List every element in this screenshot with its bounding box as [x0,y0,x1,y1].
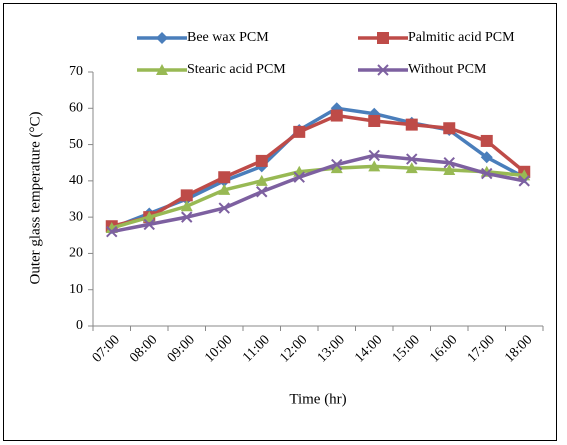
data-point [368,160,381,172]
y-tick-label: 70 [69,64,83,79]
y-tick-label: 50 [69,137,83,152]
data-point [255,174,268,186]
data-point [330,162,343,174]
data-point [480,151,493,164]
data-point [106,225,118,238]
data-point [181,211,193,223]
data-point [143,211,156,223]
y-tick-label: 60 [69,101,83,116]
series-line [111,113,526,228]
data-point [180,200,193,212]
y-tick-label: 10 [69,282,83,297]
y-tick-label: 40 [69,173,83,188]
data-point [480,134,493,147]
series-line [111,106,526,230]
data-point [293,171,305,183]
data-point [293,125,306,138]
data-point [330,109,343,122]
data-point [255,154,268,167]
data-point [180,189,193,202]
data-point [256,186,268,198]
data-point [368,149,380,162]
data-point [218,171,231,184]
data-point [368,114,381,127]
data-point [481,167,493,180]
data-point [405,118,418,131]
legend-marker [377,32,389,44]
data-point [405,162,418,174]
chart-frame [3,3,557,441]
y-axis-title: Outer glass temperature (°C) [27,111,43,284]
legend-marker [377,64,389,76]
legend-marker [156,32,168,44]
legend-label: Palmitic acid PCM [408,30,515,45]
legend-label: Without PCM [408,62,487,77]
data-point [443,157,455,169]
x-axis-title: Time (hr) [289,391,346,407]
data-point [143,218,155,231]
legend-marker [156,64,168,75]
data-point [443,163,456,175]
y-tick-label: 20 [69,246,83,261]
data-point [406,153,418,165]
data-point [331,158,343,171]
legend-label: Stearic acid PCM [187,62,286,77]
y-tick-label: 30 [69,209,83,224]
data-point [218,183,231,195]
y-tick-label: 0 [76,318,83,333]
legend-label: Bee wax PCM [187,30,269,45]
data-point [443,122,456,135]
data-point [518,175,530,187]
series-line [111,153,525,234]
data-point [218,202,230,214]
